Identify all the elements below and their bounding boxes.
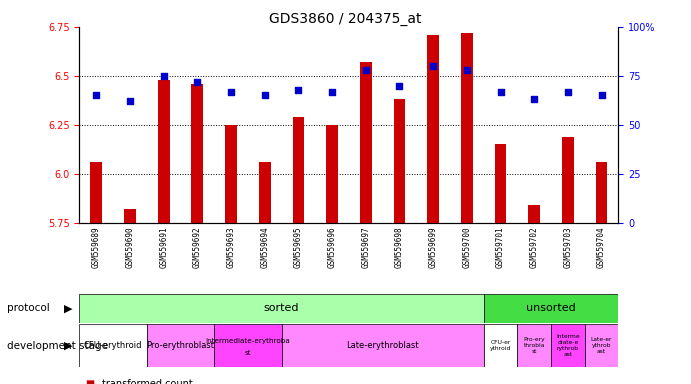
Point — [158, 73, 169, 79]
Text: GSM559694: GSM559694 — [261, 226, 269, 268]
Point — [462, 67, 473, 73]
Point — [327, 88, 338, 94]
Text: GSM559696: GSM559696 — [328, 226, 337, 268]
Text: transformed count: transformed count — [102, 379, 192, 384]
Text: ▶: ▶ — [64, 303, 73, 313]
Bar — [158, 80, 169, 223]
Text: sorted: sorted — [264, 303, 299, 313]
Point — [495, 88, 506, 94]
Bar — [484, 294, 618, 323]
Text: Intermediate-erythroba: Intermediate-erythroba — [205, 338, 290, 344]
Bar — [225, 125, 237, 223]
Text: GSM559700: GSM559700 — [462, 226, 471, 268]
Point — [91, 92, 102, 98]
Bar — [214, 324, 281, 367]
Point — [596, 92, 607, 98]
Bar — [461, 33, 473, 223]
Point — [529, 96, 540, 103]
Text: GSM559701: GSM559701 — [496, 226, 505, 268]
Text: protocol: protocol — [7, 303, 50, 313]
Point — [259, 92, 270, 98]
Bar — [585, 324, 618, 367]
Text: Late-er
ythrob
ast: Late-er ythrob ast — [591, 337, 612, 354]
Text: GSM559703: GSM559703 — [563, 226, 572, 268]
Text: Pro-ery
throbla
st: Pro-ery throbla st — [523, 337, 545, 354]
Text: GSM559704: GSM559704 — [597, 226, 606, 268]
Bar — [91, 162, 102, 223]
Bar — [326, 125, 338, 223]
Point — [394, 83, 405, 89]
Text: GSM559699: GSM559699 — [428, 226, 437, 268]
Text: unsorted: unsorted — [527, 303, 576, 313]
Text: GDS3860 / 204375_at: GDS3860 / 204375_at — [269, 12, 422, 25]
Text: development stage: development stage — [7, 341, 108, 351]
Bar — [518, 324, 551, 367]
Text: GSM559695: GSM559695 — [294, 226, 303, 268]
Bar — [360, 62, 372, 223]
Bar — [596, 162, 607, 223]
Bar — [146, 324, 214, 367]
Bar — [191, 84, 203, 223]
Text: Late-erythroblast: Late-erythroblast — [346, 341, 419, 350]
Text: GSM559692: GSM559692 — [193, 226, 202, 268]
Text: GSM559691: GSM559691 — [159, 226, 168, 268]
Bar — [551, 324, 585, 367]
Text: ■: ■ — [86, 379, 99, 384]
Text: Interme
diate-e
rythrob
ast: Interme diate-e rythrob ast — [556, 334, 580, 357]
Bar — [79, 294, 484, 323]
Text: GSM559698: GSM559698 — [395, 226, 404, 268]
Bar — [124, 209, 136, 223]
Text: GSM559693: GSM559693 — [227, 226, 236, 268]
Text: Pro-erythroblast: Pro-erythroblast — [146, 341, 214, 350]
Bar — [495, 144, 507, 223]
Point — [124, 98, 135, 104]
Bar — [484, 324, 518, 367]
Bar — [427, 35, 439, 223]
Text: st: st — [245, 350, 252, 356]
Bar — [394, 99, 406, 223]
Bar — [562, 137, 574, 223]
Text: CFU-er
ythroid: CFU-er ythroid — [490, 340, 511, 351]
Text: GSM559702: GSM559702 — [530, 226, 539, 268]
Text: CFU-erythroid: CFU-erythroid — [84, 341, 142, 350]
Point — [293, 86, 304, 93]
Point — [192, 79, 203, 85]
Bar — [281, 324, 484, 367]
Bar — [259, 162, 271, 223]
Bar — [529, 205, 540, 223]
Point — [360, 67, 371, 73]
Text: GSM559689: GSM559689 — [92, 226, 101, 268]
Text: ▶: ▶ — [64, 341, 73, 351]
Point — [225, 88, 236, 94]
Point — [562, 88, 574, 94]
Bar — [79, 324, 146, 367]
Point — [428, 63, 439, 69]
Bar — [292, 117, 304, 223]
Text: GSM559690: GSM559690 — [126, 226, 135, 268]
Text: GSM559697: GSM559697 — [361, 226, 370, 268]
